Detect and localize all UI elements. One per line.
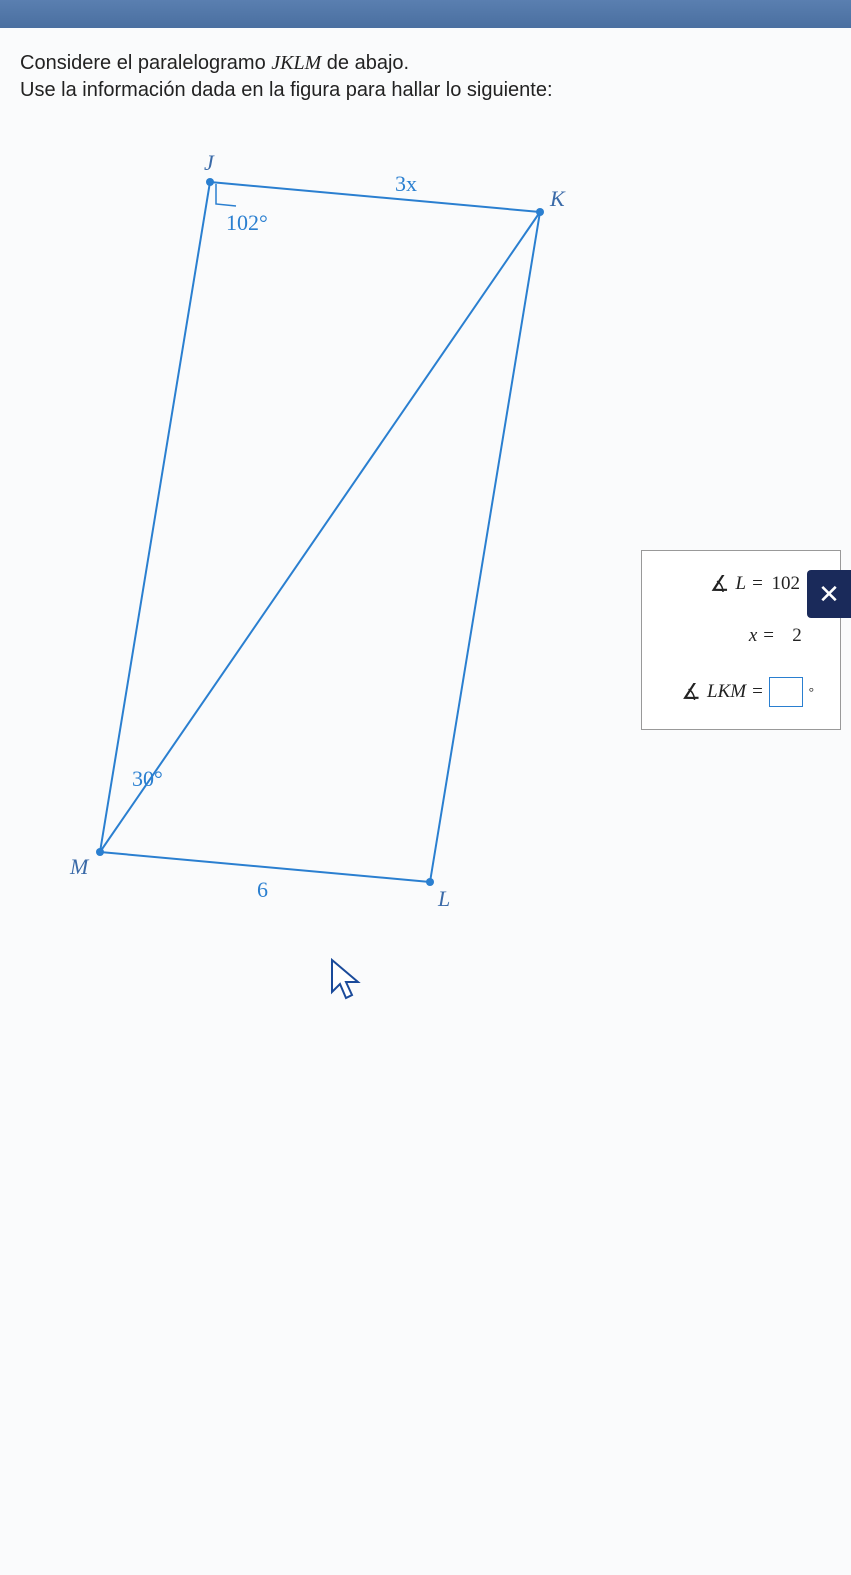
angle-symbol: ∡ <box>710 573 730 595</box>
svg-text:J: J <box>204 150 215 175</box>
answer-value-x[interactable]: 2 <box>780 625 814 647</box>
equals-sign: = <box>752 573 763 595</box>
prompt-shape-name: JKLM <box>271 52 321 74</box>
svg-text:102°: 102° <box>226 210 268 235</box>
svg-text:M: M <box>69 854 90 879</box>
angle-var: L <box>736 573 747 595</box>
equals-sign: = <box>763 625 774 647</box>
equals-sign: = <box>752 681 763 703</box>
svg-text:K: K <box>549 186 566 211</box>
prompt-text-a: Considere el paralelogramo <box>20 52 271 74</box>
var-x: x <box>749 625 757 647</box>
window-titlebar <box>0 0 851 28</box>
angle-symbol: ∡ <box>681 681 701 703</box>
svg-text:30°: 30° <box>132 766 163 791</box>
parallelogram-diagram: J K L M 102° 3x 30° 6 <box>40 142 580 922</box>
prompt-line-1: Considere el paralelogramo JKLM de abajo… <box>20 52 831 75</box>
answer-row-x: x = 2 <box>668 625 814 647</box>
content-area: Considere el paralelogramo JKLM de abajo… <box>0 28 851 1575</box>
close-button[interactable]: ✕ <box>807 570 851 618</box>
prompt-line-2: Use la información dada en la figura par… <box>20 79 831 102</box>
degree-symbol: ° <box>809 684 814 700</box>
diagram-svg: J K L M 102° 3x 30° 6 <box>40 142 580 922</box>
answer-row-angle-L: ∡ L = 102 ° <box>668 573 814 595</box>
angle-var: LKM <box>707 681 746 703</box>
svg-text:L: L <box>437 886 450 911</box>
answer-row-angle-LKM: ∡ LKM = ° <box>668 677 814 707</box>
close-icon: ✕ <box>818 579 840 610</box>
svg-text:6: 6 <box>257 877 268 902</box>
prompt-text-c: de abajo. <box>321 52 409 74</box>
answer-input-LKM[interactable] <box>769 677 803 707</box>
answer-value-L[interactable]: 102 <box>769 573 803 595</box>
svg-text:3x: 3x <box>395 171 417 196</box>
